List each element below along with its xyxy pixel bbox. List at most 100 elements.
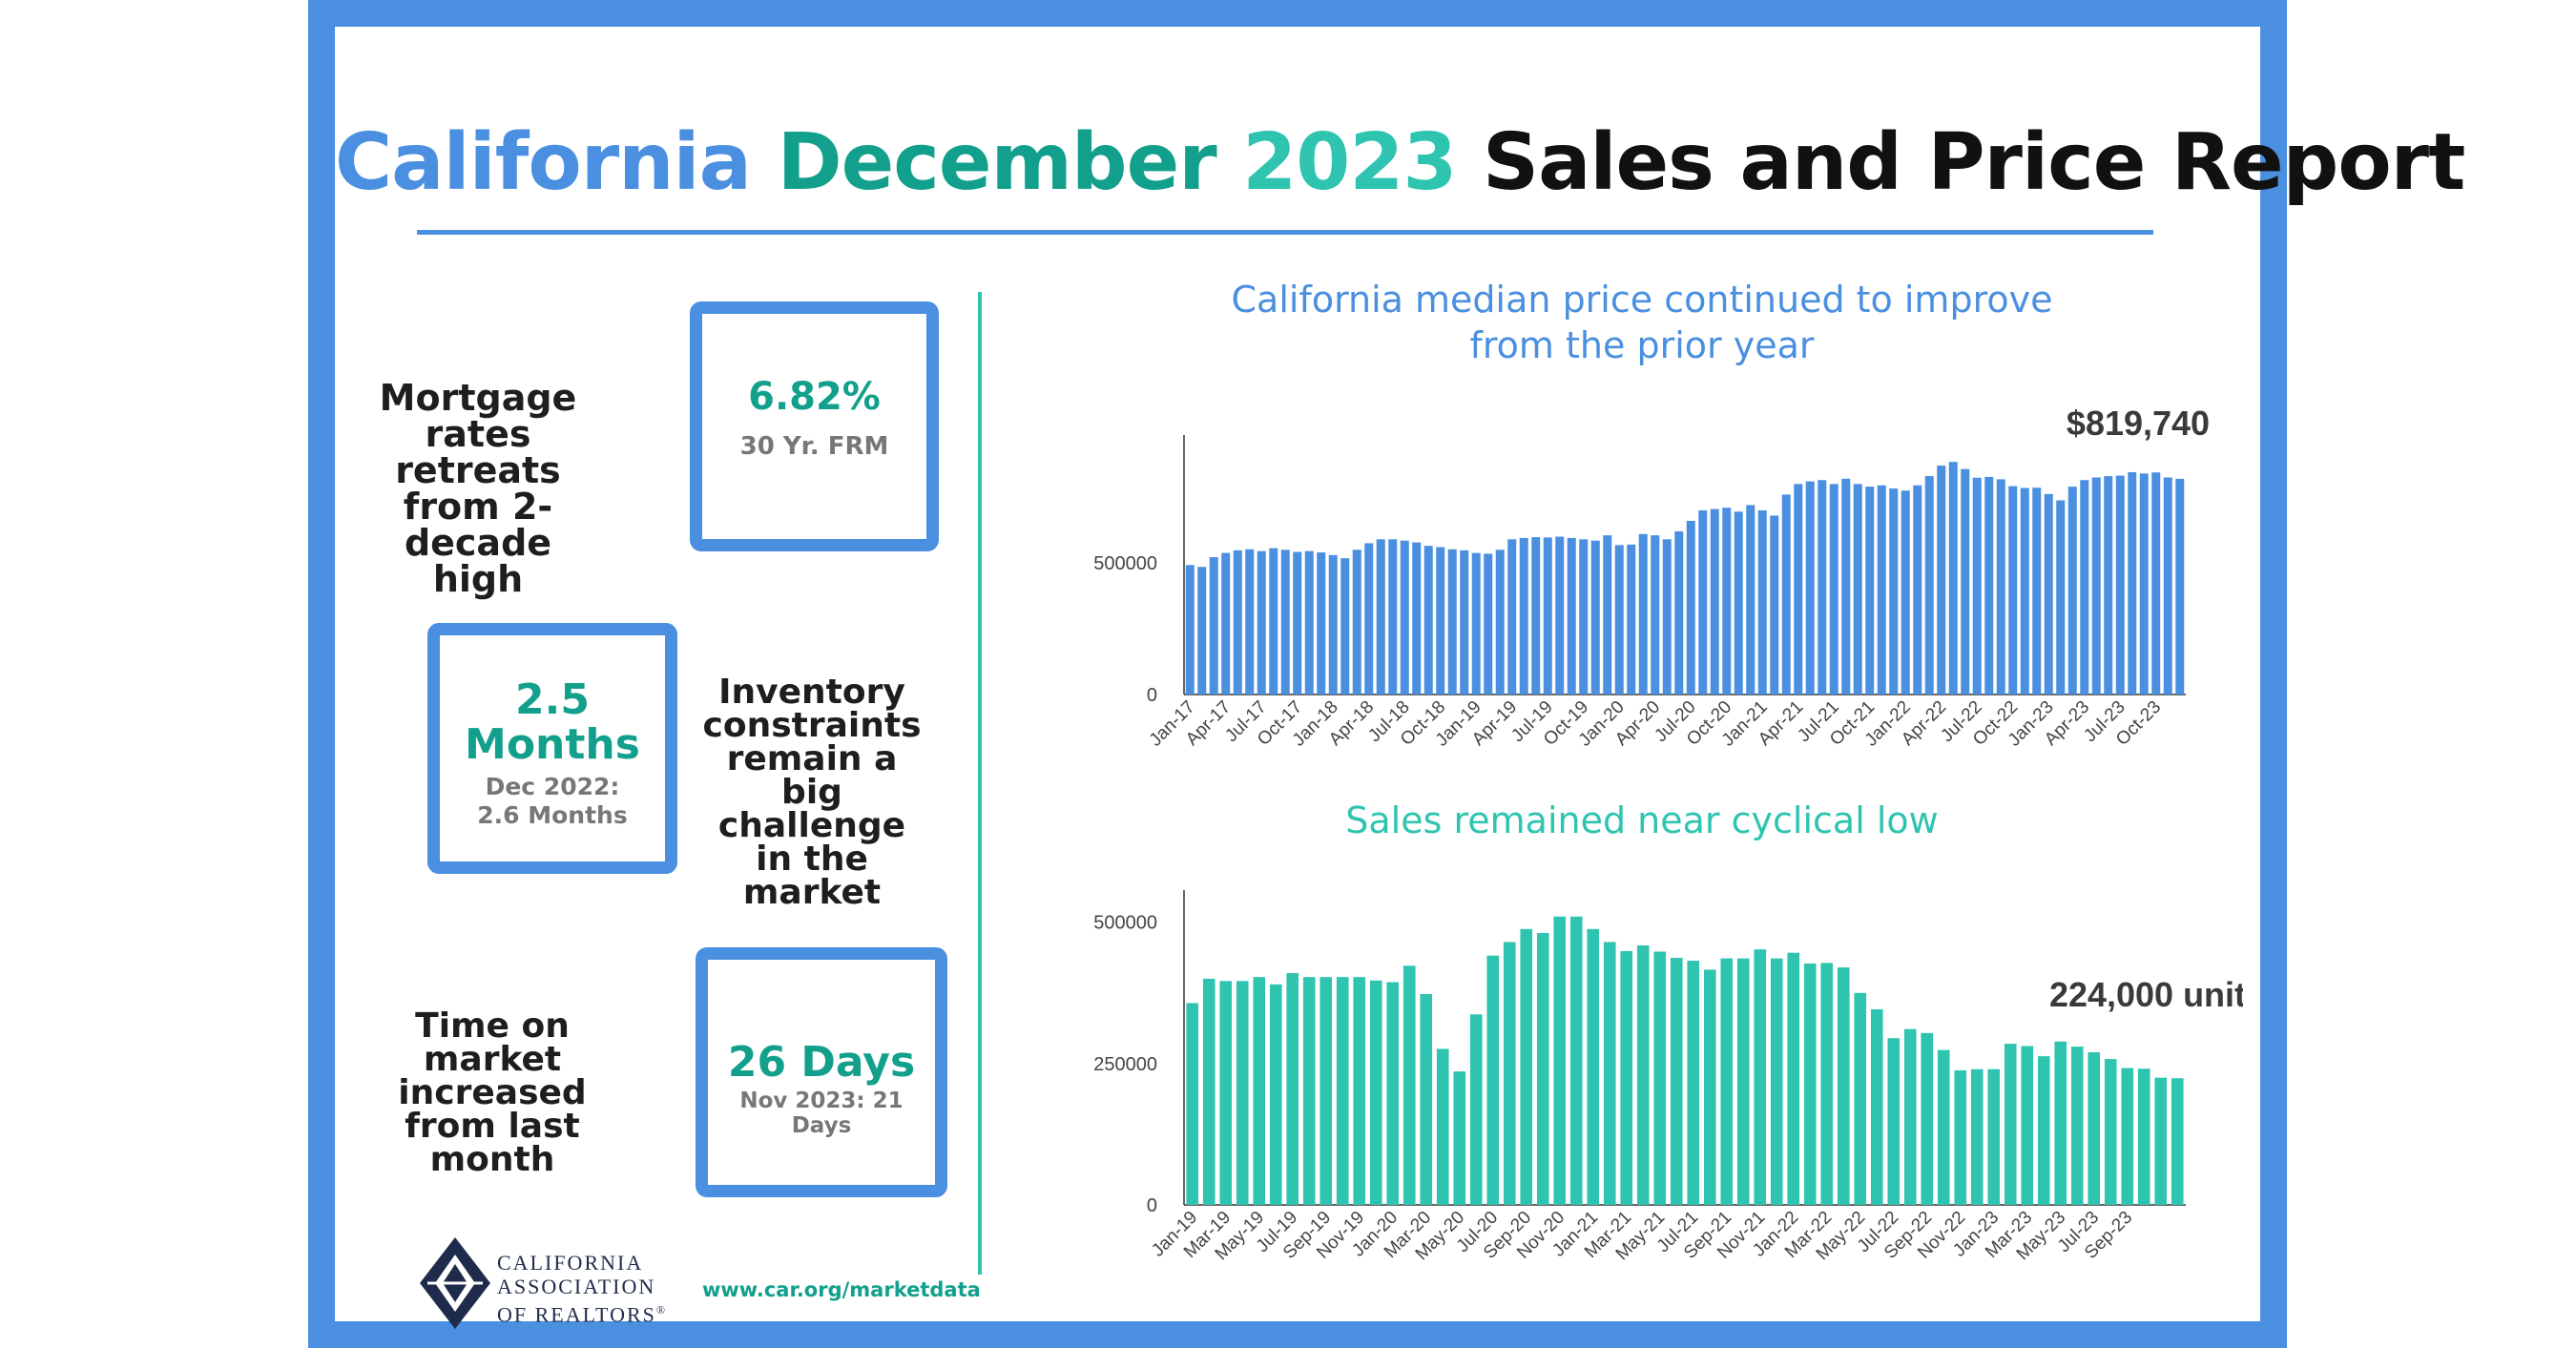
mortgage-rate-value: 6.82% [748,375,881,419]
y-tick-label: 500000 [1093,913,1157,934]
bar [1770,515,1779,695]
bar [1818,480,1827,695]
bar [1961,468,1970,695]
bar [1829,484,1839,695]
bar [1887,1038,1901,1205]
inventory-prior-label: Dec 2022: [485,773,620,800]
bar [2037,1056,2050,1205]
bar [1569,916,1583,1205]
bar [1603,942,1616,1205]
bar [1903,1028,1917,1205]
bar [2004,1044,2017,1205]
bar [2008,486,2018,695]
bar [2091,477,2101,695]
bar [1970,1068,1984,1205]
bar [1841,478,1851,695]
inventory-unit: Months [465,720,640,769]
bar [1453,1071,1466,1205]
car-logo-icon [420,1237,490,1329]
bar [1853,484,1862,695]
bar [1787,952,1800,1205]
marketdata-link[interactable]: www.car.org/marketdata [702,1278,981,1301]
bar [1388,539,1398,695]
bar [2070,1047,2084,1205]
bar [1253,977,1266,1205]
bar [2175,478,2185,695]
org-name-line-1: CALIFORNIA [497,1251,644,1275]
bar [1484,553,1493,695]
bar [1353,977,1366,1205]
bar [1805,481,1815,695]
bar [1269,548,1278,695]
bar [1913,485,1922,695]
mortgage-rate-label: 30 Yr. FRM [739,432,889,461]
bar [1436,547,1445,695]
bar [2128,471,2137,695]
inventory-value: 2.5 [515,675,590,724]
bar [1221,552,1231,695]
bar [1686,520,1695,695]
bar [1754,949,1767,1205]
title-part-4: Sales and Price Report [1483,117,2465,208]
bar [1987,1068,2001,1205]
bar [1369,980,1382,1205]
bar [1746,505,1755,695]
bar [1627,544,1636,695]
bar [1280,550,1290,695]
bar [1948,462,1958,695]
bar [1710,508,1719,695]
bar [1870,1008,1883,1205]
bar [1889,488,1899,695]
bar [1603,535,1612,695]
report-title: California December 2023 Sales and Price… [335,117,2465,208]
bar [1469,1014,1483,1205]
org-name-line-3: OF REALTORS® [497,1298,667,1326]
bar [1236,981,1249,1205]
bar [2032,487,2042,695]
bar [1820,963,1834,1205]
bar [1703,969,1716,1205]
time-on-market-description: Time on market increased from last month [398,1006,587,1179]
title-part-3: 2023 [1242,117,1457,208]
bar [1400,540,1409,695]
bar [1304,550,1314,695]
bar [1674,531,1684,695]
bar [1420,993,1433,1205]
days-on-market-prior: Nov 2023: 21 Days [739,1089,904,1138]
bar [1293,551,1302,695]
bar [2067,487,2077,695]
bar [1423,546,1433,695]
bar [1352,550,1361,695]
bar [1590,540,1600,695]
bar [1219,981,1233,1205]
bar [1662,539,1672,695]
bar [2171,1078,2184,1205]
bar [1734,511,1743,695]
bar [2115,475,2125,695]
bar [2139,473,2149,695]
inventory-description: Inventory constraints remain a big chall… [702,673,922,912]
registered-mark: ® [655,1303,668,1317]
bar [2021,1046,2034,1205]
bar [1460,550,1469,695]
bar [1653,951,1667,1205]
bar [1520,928,1533,1205]
bar [1202,978,1215,1205]
bar [2056,500,2066,695]
bar [2121,1068,2134,1205]
bar [1901,490,1910,695]
days-on-market-box: 26 Days Nov 2023: 21 Days [696,947,947,1197]
bar [1638,533,1648,695]
sales-chart-title: Sales remained near cyclical low [1345,799,1939,841]
bar [1877,485,1886,695]
sales-chart: 0250000500000Jan-19Mar-19May-19Jul-19Sep… [1093,890,2243,1264]
bar [2154,1077,2168,1205]
bar [2104,1059,2117,1205]
y-tick-label: 500000 [1093,553,1157,574]
bar [1921,1032,1934,1205]
bar [2137,1068,2150,1205]
bar [1507,539,1517,695]
bar [1486,955,1500,1205]
bar [1865,487,1875,695]
bar [1555,536,1565,695]
